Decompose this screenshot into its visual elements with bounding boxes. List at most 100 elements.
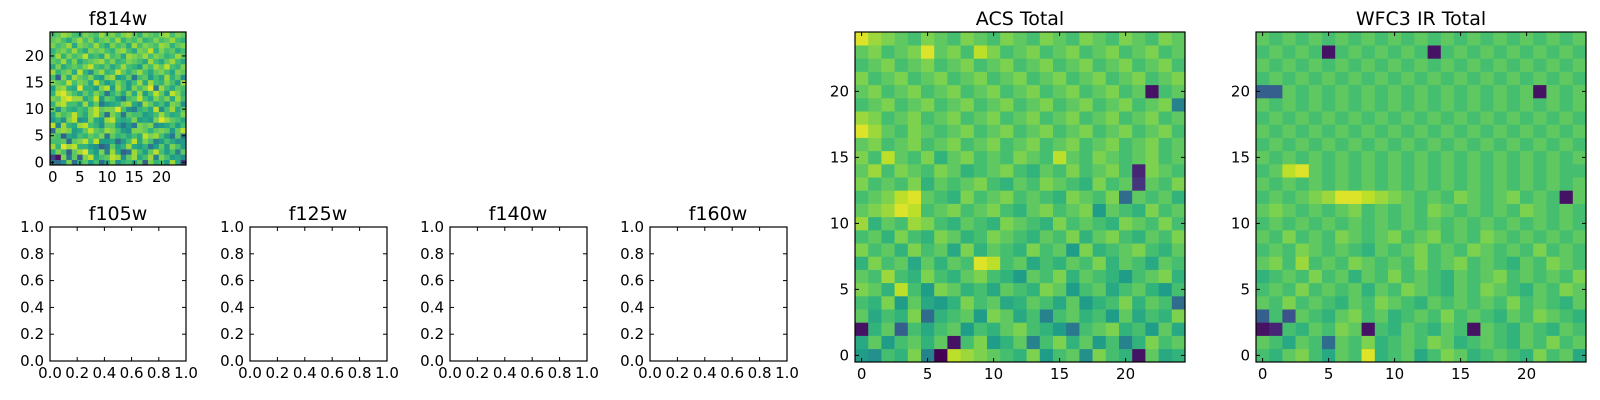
heatmap-cell: [126, 90, 132, 97]
heatmap-cell: [1572, 71, 1587, 86]
heatmap-cell: [1467, 322, 1481, 336]
heatmap-cell: [60, 90, 67, 97]
heatmap-cell: [88, 106, 94, 113]
heatmap-cell: [1454, 348, 1468, 363]
heatmap-cell: [131, 106, 138, 113]
heatmap-cell: [1401, 203, 1415, 218]
heatmap-cell: [120, 117, 127, 123]
heatmap-cell: [1000, 230, 1014, 244]
heatmap-cell: [1361, 282, 1376, 297]
heatmap-cell: [1119, 256, 1133, 270]
heatmap-cell: [894, 230, 909, 244]
heatmap-cell: [1308, 137, 1323, 152]
heatmap-cell: [147, 159, 154, 166]
heatmap-cell: [180, 101, 187, 107]
heatmap-cell: [147, 47, 154, 54]
heatmap-cell: [907, 269, 922, 284]
heatmap-cell: [164, 143, 170, 150]
heatmap-cell: [1480, 296, 1494, 310]
heatmap-cell: [1066, 58, 1080, 72]
heatmap-cell: [153, 79, 160, 86]
heatmap-cell: [1119, 124, 1133, 138]
heatmap-cell: [1171, 58, 1186, 72]
heatmap-cell: [868, 111, 882, 125]
heatmap-cell: [1388, 137, 1402, 152]
heatmap-cell: [1158, 216, 1173, 231]
heatmap-cell: [1053, 335, 1067, 350]
heatmap-cell: [109, 143, 116, 150]
heatmap-cell: [1066, 282, 1080, 297]
heatmap-cell: [169, 37, 176, 43]
heatmap-cell: [1374, 296, 1389, 310]
heatmap-cell: [907, 124, 922, 138]
heatmap-cell: [1282, 309, 1296, 323]
heatmap-cell: [1171, 190, 1186, 204]
heatmap-cell: [1145, 230, 1159, 244]
heatmap-cell: [1467, 164, 1481, 178]
heatmap-cell: [1493, 216, 1508, 231]
heatmap-cell: [164, 101, 170, 107]
heatmap-cell: [1361, 348, 1376, 363]
heatmap-cell: [158, 69, 165, 75]
heatmap-cell: [1414, 98, 1428, 112]
heatmap-cell: [1105, 32, 1120, 46]
heatmap-cell: [104, 95, 111, 102]
heatmap-cell: [1374, 230, 1389, 244]
heatmap-cell: [60, 85, 67, 91]
heatmap-cell: [868, 230, 882, 244]
heatmap-cell: [868, 335, 882, 350]
heatmap-cell: [1026, 348, 1041, 363]
heatmap-cell: [868, 296, 882, 310]
heatmap-cell: [66, 79, 73, 86]
heatmap-cell: [1308, 98, 1323, 112]
heatmap-cell: [153, 32, 160, 38]
y-tick-label: 0.8: [20, 245, 44, 263]
heatmap-cell: [868, 243, 882, 257]
heatmap-cell: [142, 106, 149, 113]
heatmap-cell: [98, 117, 105, 123]
heatmap-cell: [881, 230, 895, 244]
heatmap-cell: [894, 348, 909, 363]
heatmap-cell: [1079, 296, 1093, 310]
heatmap-cell: [82, 106, 89, 113]
heatmap-cell: [1282, 282, 1296, 297]
heatmap-cell: [881, 282, 895, 297]
heatmap-cell: [1374, 322, 1389, 336]
heatmap-cell: [1480, 98, 1494, 112]
heatmap-cell: [1026, 71, 1041, 86]
heatmap-cell: [1013, 348, 1027, 363]
heatmap-cell: [1145, 335, 1159, 350]
heatmap-cell: [169, 117, 176, 123]
heatmap-cell: [169, 154, 176, 160]
heatmap-cell: [1335, 335, 1349, 350]
heatmap-cell: [158, 53, 165, 59]
heatmap-cell: [1533, 243, 1547, 257]
heatmap-cell: [987, 190, 1001, 204]
heatmap-cell: [1039, 58, 1054, 72]
heatmap-cell: [180, 95, 187, 102]
heatmap-cell: [66, 117, 73, 123]
heatmap-cell: [175, 74, 181, 81]
heatmap-cell: [1520, 348, 1534, 363]
heatmap-cell: [137, 47, 143, 54]
heatmap-cell: [1572, 150, 1587, 165]
heatmap-cell: [1079, 58, 1093, 72]
heatmap-cell: [131, 111, 138, 118]
heatmap-cell: [55, 159, 62, 166]
heatmap-cell: [1256, 269, 1270, 284]
heatmap-cell: [987, 282, 1001, 297]
heatmap-cell: [947, 45, 961, 59]
heatmap-cell: [1256, 256, 1270, 270]
heatmap-cell: [1559, 296, 1574, 310]
heatmap-cell: [1454, 216, 1468, 231]
heatmap-cell: [82, 47, 89, 54]
heatmap-cell: [1467, 150, 1481, 165]
heatmap-cell: [104, 117, 111, 123]
heatmap-cell: [1308, 296, 1323, 310]
heatmap-cell: [1269, 269, 1283, 284]
heatmap-cell: [1493, 230, 1508, 244]
heatmap-cell: [1388, 98, 1402, 112]
heatmap-cell: [126, 53, 132, 59]
heatmap-cell: [894, 309, 909, 323]
